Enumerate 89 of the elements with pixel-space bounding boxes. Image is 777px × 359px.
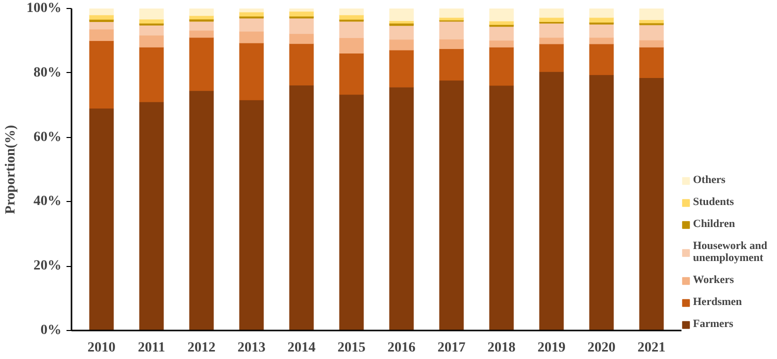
bar [639,8,664,20]
bar [89,108,114,330]
x-tick-label: 2015 [338,340,366,356]
x-tick-label: 2012 [188,340,216,356]
bar [439,48,464,81]
legend-label: Others [693,174,726,186]
bar [339,94,364,330]
bar [639,24,664,40]
x-tick-label: 2016 [388,340,416,356]
bar [239,42,264,100]
bar [289,18,314,34]
bar [639,40,664,48]
bar [439,8,464,18]
bar [389,86,414,330]
bar [389,25,414,40]
bar [289,33,314,44]
bar [89,21,114,30]
bar [389,23,414,26]
bar [189,37,214,91]
bar [189,30,214,38]
bar [539,44,564,72]
x-tick-label: 2013 [238,340,266,356]
bar [339,14,364,20]
bar [539,23,564,38]
x-tick-label: 2021 [638,340,666,356]
bar [589,74,614,330]
y-tick-label: 40% [34,194,62,210]
bar [139,8,164,20]
y-tick-label: 0% [40,323,62,338]
bar [339,53,364,95]
bar [339,21,364,38]
bar [589,8,614,18]
x-tick-label: 2011 [138,340,166,356]
bar [489,40,514,48]
bar [439,38,464,49]
bar [239,100,264,330]
y-axis-title: Proportion(%) [4,124,18,214]
legend-label: Children [693,218,735,230]
bar [89,40,114,109]
legend-label: Workers [693,274,734,286]
x-tick-label: 2020 [588,340,616,356]
y-tick-label: 60% [34,130,62,145]
bar [139,24,164,36]
bar [89,28,114,41]
y-tick-label: 100% [26,1,62,16]
bar [289,84,314,330]
bar [289,43,314,86]
bar [489,8,514,22]
bar [639,77,664,330]
y-tick-label: 20% [34,258,62,274]
bar [639,46,664,78]
bar [439,21,464,40]
x-tick-label: 2019 [538,340,566,356]
bar [239,31,264,44]
bar [339,38,364,54]
bar [89,14,114,20]
bar [339,8,364,16]
bar [139,34,164,48]
bar [289,11,314,16]
x-tick-label: 2014 [288,340,316,356]
bar [289,8,314,12]
bar [489,85,514,330]
bar [239,8,264,12]
bar [489,46,514,86]
x-tick-label: 2017 [438,340,466,356]
x-tick-label: 2010 [88,340,116,356]
bar [139,46,164,102]
bar [489,26,514,41]
legend-label: Students [693,196,734,208]
bar [439,80,464,330]
bar [189,21,214,31]
legend-label: Housework and unemployment [693,240,768,264]
bar [639,20,664,24]
bar [139,102,164,330]
bar [389,39,414,50]
bar [539,8,564,18]
bar [389,8,414,21]
bar [189,90,214,330]
bar [189,8,214,16]
bar [589,44,614,76]
bar [239,18,264,32]
bar [389,50,414,88]
legend-label: Herdsmen [693,296,742,308]
bar [89,8,114,16]
bar [539,71,564,330]
bar [589,24,614,38]
y-tick-label: 80% [34,65,62,80]
legend-label: Farmers [693,318,734,330]
x-tick-label: 2018 [488,340,516,356]
